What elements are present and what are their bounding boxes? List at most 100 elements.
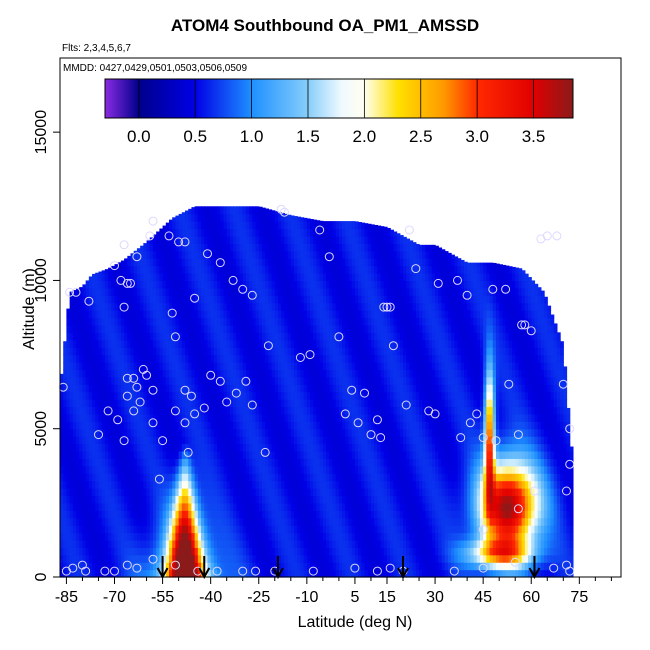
- heatmap-cell: [386, 250, 391, 259]
- heatmap-cell: [399, 547, 404, 556]
- heatmap-cell: [207, 436, 212, 445]
- heatmap-cell: [79, 391, 84, 400]
- heatmap-cell: [88, 295, 93, 304]
- heatmap-cell: [204, 317, 209, 326]
- heatmap-cell: [120, 324, 125, 333]
- heatmap-cell: [300, 406, 305, 415]
- heatmap-cell: [210, 384, 215, 393]
- heatmap-cell: [133, 376, 138, 385]
- heatmap-cell: [101, 295, 106, 304]
- heatmap-cell: [271, 339, 276, 348]
- heatmap-cell: [233, 295, 237, 304]
- heatmap-cell: [290, 547, 295, 556]
- heatmap-cell: [271, 273, 276, 282]
- heatmap-cell: [342, 265, 346, 274]
- heatmap-cell: [175, 406, 180, 415]
- heatmap-cell: [76, 354, 80, 363]
- heatmap-cell: [383, 547, 388, 556]
- heatmap-cell: [63, 547, 68, 556]
- heatmap-cell: [367, 525, 372, 534]
- heatmap-cell: [152, 465, 157, 474]
- heatmap-cell: [316, 354, 321, 363]
- heatmap-cell: [178, 250, 183, 259]
- heatmap-cell: [316, 413, 321, 422]
- heatmap-cell: [364, 265, 369, 274]
- heatmap-cell: [217, 495, 221, 504]
- heatmap-cell: [319, 347, 324, 356]
- heatmap-cell: [271, 221, 276, 230]
- heatmap-cell: [351, 361, 356, 370]
- heatmap-cell: [204, 443, 209, 452]
- heatmap-cell: [165, 310, 170, 319]
- heatmap-cell: [396, 554, 401, 563]
- heatmap-cell: [201, 258, 205, 267]
- heatmap-cell: [82, 413, 87, 422]
- heatmap-cell: [290, 339, 295, 348]
- heatmap-cell: [326, 265, 330, 274]
- heatmap-cell: [156, 339, 160, 348]
- heatmap-cell: [143, 250, 148, 259]
- heatmap-cell: [390, 243, 394, 252]
- heatmap-cell: [72, 399, 77, 408]
- heatmap-cell: [98, 273, 103, 282]
- heatmap-cell: [319, 399, 324, 408]
- heatmap-cell: [284, 273, 289, 282]
- heatmap-cell: [136, 295, 141, 304]
- heatmap-cell: [220, 502, 225, 511]
- heatmap-cell: [390, 406, 394, 415]
- heatmap-cell: [303, 258, 308, 267]
- heatmap-cell: [217, 480, 221, 489]
- heatmap-cell: [207, 369, 212, 378]
- heatmap-cell: [354, 562, 359, 571]
- heatmap-cell: [172, 369, 177, 378]
- heatmap-cell: [223, 421, 228, 430]
- heatmap-cell: [242, 495, 247, 504]
- heatmap-cell: [85, 532, 90, 541]
- heatmap-cell: [210, 361, 215, 370]
- heatmap-cell: [249, 488, 253, 497]
- heatmap-cell: [117, 384, 122, 393]
- heatmap-cell: [271, 265, 276, 274]
- heatmap-cell: [290, 495, 295, 504]
- heatmap-cell: [252, 376, 257, 385]
- heatmap-cell: [284, 250, 289, 259]
- heatmap-cell: [111, 495, 116, 504]
- heatmap-cell: [319, 458, 324, 467]
- heatmap-cell: [149, 384, 154, 393]
- heatmap-cell: [130, 428, 135, 437]
- heatmap-cell: [367, 223, 372, 230]
- heatmap-cell: [303, 302, 308, 311]
- heatmap-cell: [252, 310, 257, 319]
- heatmap-cell: [284, 235, 289, 244]
- heatmap-cell: [140, 273, 144, 282]
- heatmap-cell: [152, 480, 157, 489]
- heatmap-cell: [386, 302, 391, 311]
- heatmap-cell: [351, 413, 356, 422]
- heatmap-cell: [287, 287, 292, 296]
- heatmap-cell: [348, 465, 353, 474]
- heatmap-cell: [351, 488, 356, 497]
- heatmap-cell: [92, 273, 96, 282]
- heatmap-cell: [316, 295, 321, 304]
- heatmap-cell: [143, 465, 148, 474]
- heatmap-cell: [342, 473, 346, 482]
- heatmap-cell: [229, 502, 234, 511]
- heatmap-cell: [223, 539, 228, 548]
- heatmap-cell: [252, 339, 257, 348]
- heatmap-cell: [380, 443, 385, 452]
- heatmap-cell: [213, 310, 218, 319]
- heatmap-cell: [85, 376, 90, 385]
- heatmap-cell: [367, 317, 372, 326]
- heatmap-cell: [396, 450, 401, 459]
- heatmap-cell: [281, 361, 285, 370]
- heatmap-cell: [313, 219, 318, 222]
- heatmap-cell: [207, 302, 212, 311]
- heatmap-cell: [223, 228, 228, 237]
- heatmap-cell: [178, 428, 183, 437]
- heatmap-cell: [233, 413, 237, 422]
- heatmap-cell: [297, 391, 302, 400]
- heatmap-cell: [300, 465, 305, 474]
- heatmap-cell: [114, 302, 119, 311]
- heatmap-cell: [117, 324, 122, 333]
- heatmap-cell: [380, 361, 385, 370]
